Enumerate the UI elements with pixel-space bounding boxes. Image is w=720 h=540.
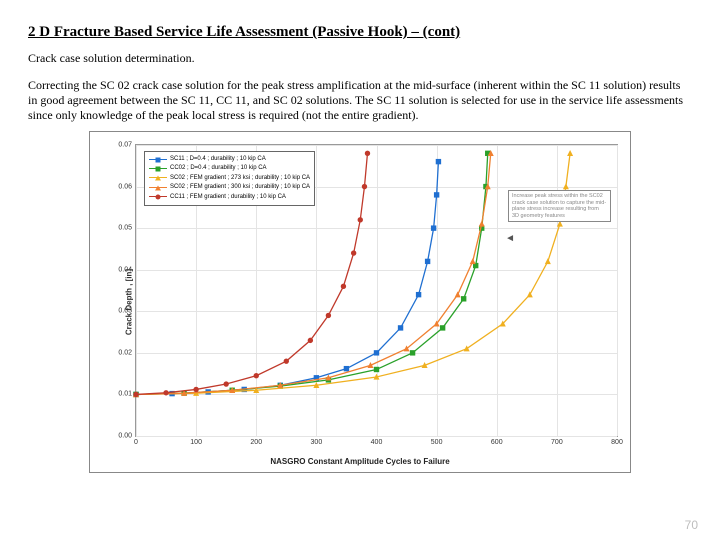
series-marker (374, 375, 378, 379)
series-marker (431, 226, 435, 230)
xtick-label: 800 (611, 436, 623, 446)
legend-swatch (149, 159, 167, 160)
series-marker (224, 382, 228, 386)
series-marker (362, 184, 366, 188)
series-marker (558, 222, 562, 226)
ytick-label: 0.07 (118, 142, 136, 149)
series-marker (436, 159, 440, 163)
xtick-label: 400 (371, 436, 383, 446)
series-marker (308, 338, 312, 342)
x-axis-label: NASGRO Constant Amplitude Cycles to Fail… (270, 457, 449, 466)
xtick-label: 600 (491, 436, 503, 446)
page-number: 70 (685, 518, 698, 532)
series-marker (341, 284, 345, 288)
series-marker (326, 313, 330, 317)
gridline-v (617, 145, 618, 436)
series-marker (374, 351, 378, 355)
series-marker (326, 376, 330, 380)
xtick-label: 700 (551, 436, 563, 446)
subtitle: Crack case solution determination. (28, 51, 692, 66)
series-marker (351, 251, 355, 255)
legend-item: SC02 ; FEM gradient ; 273 ksi ; durabili… (149, 174, 310, 182)
legend-marker-icon (156, 167, 161, 172)
series-marker (314, 383, 318, 387)
series-marker (480, 222, 484, 226)
ytick-label: 0.04 (118, 266, 136, 273)
xtick-label: 200 (250, 436, 262, 446)
series-marker (398, 326, 402, 330)
ytick-label: 0.02 (118, 349, 136, 356)
series-marker (416, 292, 420, 296)
series-marker (422, 363, 426, 367)
plot-area: SC11 ; D=0.4 ; durability ; 10 kip CACC0… (135, 144, 618, 437)
series-marker (164, 391, 168, 395)
xtick-label: 500 (431, 436, 443, 446)
page-title: 2 D Fracture Based Service Life Assessme… (28, 24, 692, 41)
legend-swatch (149, 168, 167, 169)
series-marker (194, 387, 198, 391)
y-axis-label: Crack Depth , [in] (125, 269, 134, 335)
arrow-icon: ◄ (505, 233, 515, 244)
legend-label: SC11 ; D=0.4 ; durability ; 10 kip CA (170, 155, 266, 163)
legend-marker-icon (156, 195, 161, 200)
legend-item: CC02 ; D=0.4 ; durability ; 10 kip CA (149, 164, 310, 172)
ytick-label: 0.06 (118, 183, 136, 190)
xtick-label: 100 (190, 436, 202, 446)
annotation-note: Increase peak stress within the SC02 cra… (508, 190, 611, 222)
series-marker (568, 151, 572, 155)
series-marker (358, 218, 362, 222)
legend-item: SC02 ; FEM gradient ; 300 ksi ; durabili… (149, 183, 310, 191)
body-paragraph: Correcting the SC 02 crack case solution… (28, 78, 692, 123)
ytick-label: 0.03 (118, 308, 136, 315)
legend-label: CC11 ; FEM gradient ; durability ; 10 ki… (170, 193, 286, 201)
series-marker (368, 363, 372, 367)
series-marker (425, 259, 429, 263)
series-marker (134, 392, 138, 396)
series-marker (564, 184, 568, 188)
series-marker (471, 259, 475, 263)
series-marker (344, 366, 348, 370)
series-marker (410, 351, 414, 355)
series-marker (374, 367, 378, 371)
xtick-label: 0 (134, 436, 138, 446)
legend-marker-icon (155, 185, 161, 190)
legend-label: CC02 ; D=0.4 ; durability ; 10 kip CA (170, 164, 267, 172)
xtick-label: 300 (311, 436, 323, 446)
legend-label: SC02 ; FEM gradient ; 300 ksi ; durabili… (170, 183, 310, 191)
legend-swatch (149, 177, 167, 178)
legend-swatch (149, 196, 167, 197)
legend-swatch (149, 187, 167, 188)
chart-container: Crack Depth , [in] NASGRO Constant Ampli… (89, 131, 631, 473)
series-marker (461, 297, 465, 301)
series-marker (254, 374, 258, 378)
legend-marker-icon (155, 176, 161, 181)
legend-label: SC02 ; FEM gradient ; 273 ksi ; durabili… (170, 174, 310, 182)
legend-item: SC11 ; D=0.4 ; durability ; 10 kip CA (149, 155, 310, 163)
ytick-label: 0.05 (118, 225, 136, 232)
series-marker (284, 359, 288, 363)
legend: SC11 ; D=0.4 ; durability ; 10 kip CACC0… (144, 151, 315, 206)
series-marker (455, 292, 459, 296)
series-marker (434, 193, 438, 197)
series-marker (440, 326, 444, 330)
series-marker (546, 259, 550, 263)
series-marker (365, 151, 369, 155)
legend-marker-icon (156, 157, 161, 162)
page-container: 2 D Fracture Based Service Life Assessme… (0, 0, 720, 540)
legend-item: CC11 ; FEM gradient ; durability ; 10 ki… (149, 193, 310, 201)
